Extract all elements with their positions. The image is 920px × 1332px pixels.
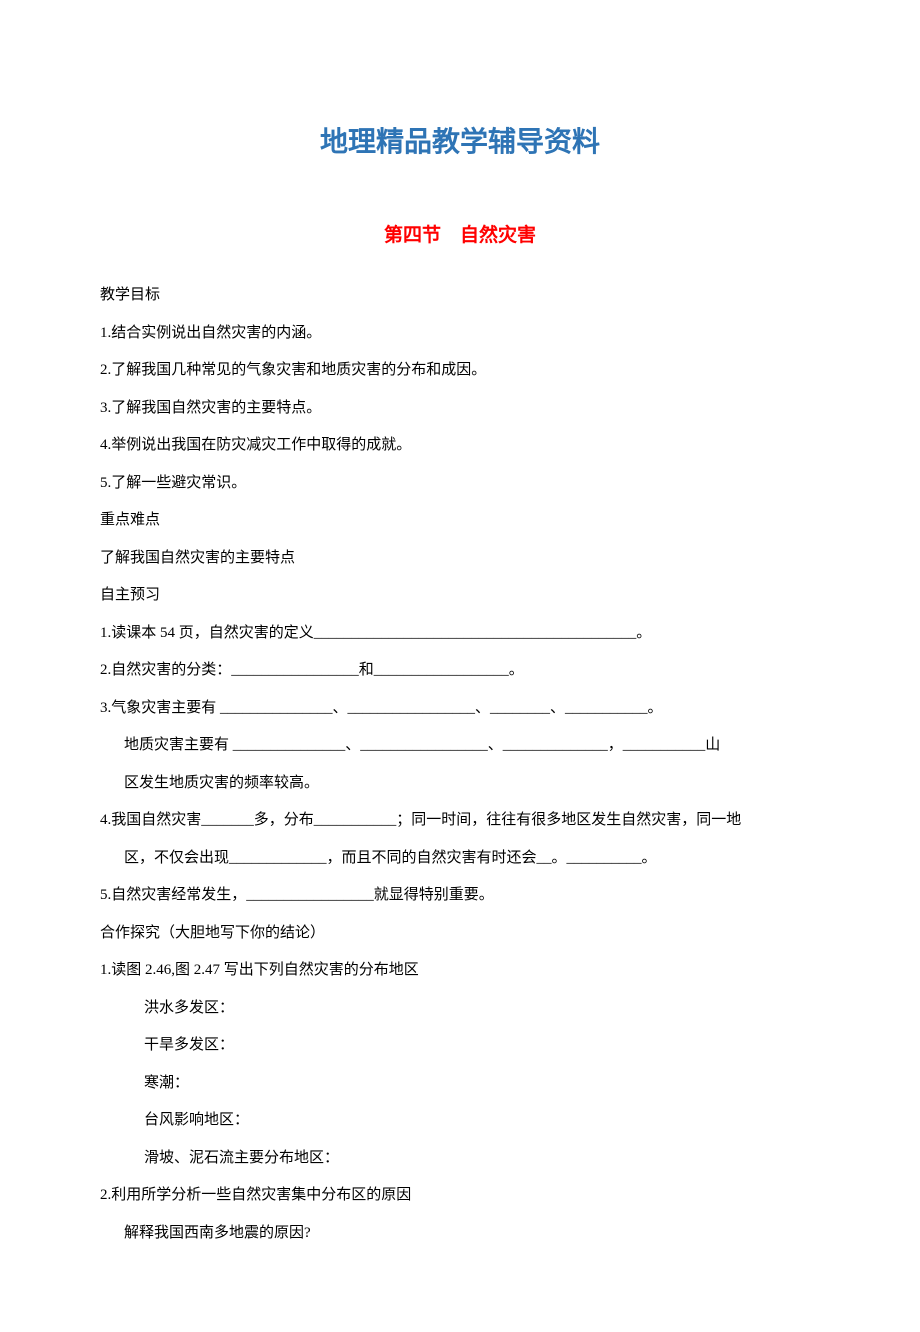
exploration-subitem: 干旱多发区： xyxy=(100,1027,820,1065)
objective-item: 5.了解一些避灾常识。 xyxy=(100,465,820,503)
objective-item: 2.了解我国几种常见的气象灾害和地质灾害的分布和成因。 xyxy=(100,352,820,390)
preview-item-continuation: 区，不仅会出现_____________，而且不同的自然灾害有时还会__。___… xyxy=(100,840,820,878)
preview-text-prefix: 区，不仅会出现_____________，而且不同的自然灾害有时还会__ xyxy=(124,850,552,866)
section-title: 第四节 自然灾害 xyxy=(100,220,820,247)
preview-item: 4.我国自然灾害_______多，分布___________；同一时间，往往有很… xyxy=(100,802,820,840)
objective-item: 1.结合实例说出自然灾害的内涵。 xyxy=(100,315,820,353)
exploration-subitem: 滑坡、泥石流主要分布地区： xyxy=(100,1140,820,1178)
exploration-subitem: 台风影响地区： xyxy=(100,1102,820,1140)
key-points-heading: 重点难点 xyxy=(100,502,820,540)
key-point-text: 了解我国自然灾害的主要特点 xyxy=(100,540,820,578)
exploration-subitem: 寒潮： xyxy=(100,1065,820,1103)
exploration-heading: 合作探究（大胆地写下你的结论） xyxy=(100,915,820,953)
preview-item-continuation: 区发生地质灾害的频率较高。 xyxy=(100,765,820,803)
objective-item: 4.举例说出我国在防灾减灾工作中取得的成就。 xyxy=(100,427,820,465)
exploration-question: 2.利用所学分析一些自然灾害集中分布区的原因 xyxy=(100,1177,820,1215)
objective-item: 3.了解我国自然灾害的主要特点。 xyxy=(100,390,820,428)
objectives-heading: 教学目标 xyxy=(100,277,820,315)
preview-heading: 自主预习 xyxy=(100,577,820,615)
dotted-underline-char: 。 xyxy=(552,850,567,866)
main-title: 地理精品教学辅导资料 xyxy=(100,120,820,160)
exploration-question: 1.读图 2.46,图 2.47 写出下列自然灾害的分布地区 xyxy=(100,952,820,990)
preview-item-continuation: 地质灾害主要有 _______________、________________… xyxy=(100,727,820,765)
exploration-subitem: 洪水多发区： xyxy=(100,990,820,1028)
preview-text-suffix: __________。 xyxy=(567,850,657,866)
exploration-subitem: 解释我国西南多地震的原因? xyxy=(100,1215,820,1253)
preview-item: 3.气象灾害主要有 _______________、______________… xyxy=(100,690,820,728)
preview-item: 1.读课本 54 页，自然灾害的定义______________________… xyxy=(100,615,820,653)
content-body: 教学目标 1.结合实例说出自然灾害的内涵。 2.了解我国几种常见的气象灾害和地质… xyxy=(100,277,820,1252)
preview-item: 2.自然灾害的分类：_________________和____________… xyxy=(100,652,820,690)
preview-item: 5.自然灾害经常发生，_________________就显得特别重要。 xyxy=(100,877,820,915)
